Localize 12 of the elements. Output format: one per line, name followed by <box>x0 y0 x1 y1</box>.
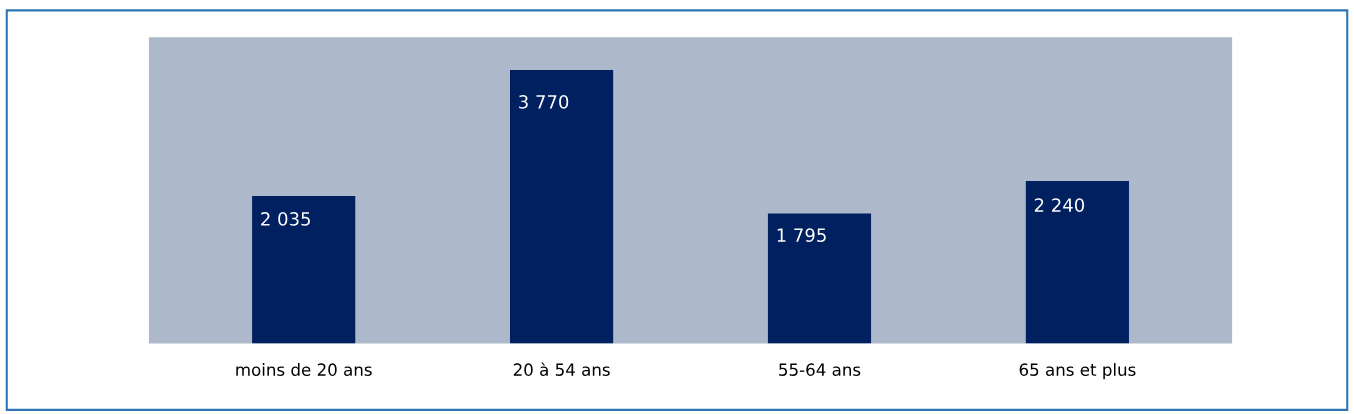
x-tick-label: 20 à 54 ans <box>513 362 610 376</box>
x-tick-label: moins de 20 ans <box>236 363 372 376</box>
bar <box>1025 181 1129 344</box>
x-tick-label: 65 ans et plus <box>1019 363 1136 380</box>
x-tick-label: 55-64 ans <box>779 363 861 376</box>
bar <box>767 213 872 344</box>
bar <box>510 70 614 344</box>
bar <box>252 195 356 344</box>
data-label: 2 240 <box>1034 198 1085 212</box>
data-label: 1 795 <box>777 228 826 242</box>
data-label: 2 035 <box>261 212 310 226</box>
data-label: 3 770 <box>519 95 569 109</box>
